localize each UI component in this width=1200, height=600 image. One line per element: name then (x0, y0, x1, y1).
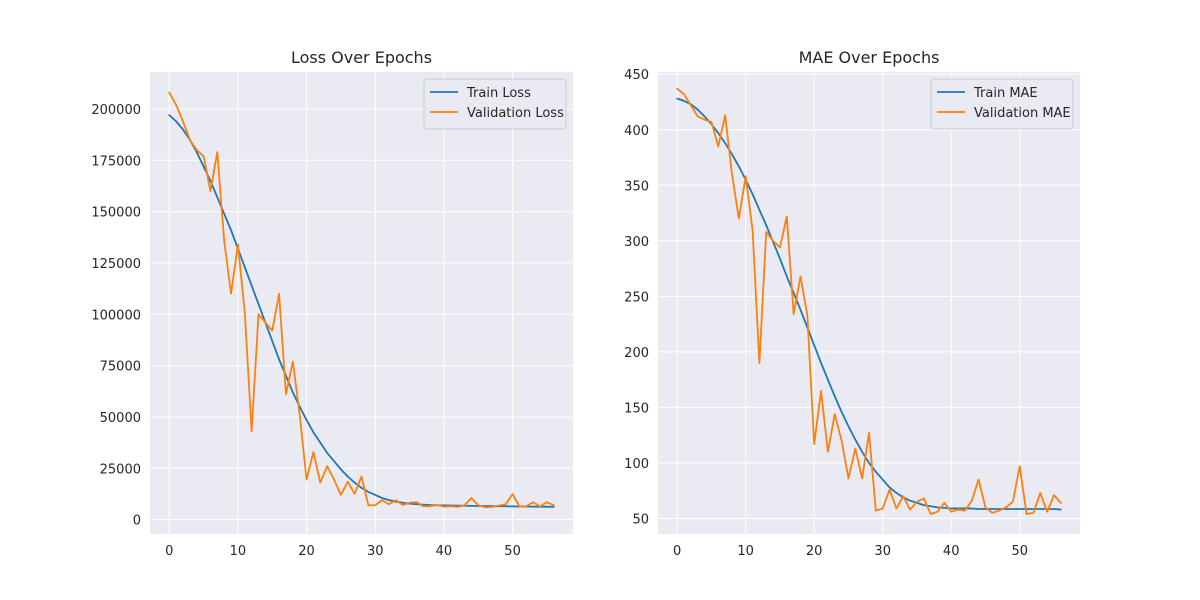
validation-loss-line (168, 91, 555, 509)
loss-x-tick-label: 30 (367, 544, 384, 559)
loss-y-tick-label: 100000 (91, 308, 141, 323)
mae-legend-box (930, 78, 1074, 130)
mae-legend: Train MAE Validation MAE (930, 78, 1074, 130)
mae-y-tick-label: 450 (624, 68, 649, 83)
mae-chart: 0 10 20 30 40 50 50 100 150 200 250 300 350 400 450 MAE… (624, 48, 1080, 559)
loss-plot-area (150, 72, 573, 534)
mae-y-tick-label: 200 (624, 346, 649, 361)
mae-x-tick-label: 10 (737, 544, 754, 559)
loss-x-tick-label: 20 (298, 544, 315, 559)
mae-y-tick-label: 100 (624, 457, 649, 472)
mae-y-tick-label: 300 (624, 235, 649, 250)
loss-x-tick-label: 50 (504, 544, 521, 559)
loss-y-tick-label: 25000 (100, 462, 141, 477)
mae-x-tick-label: 0 (673, 544, 681, 559)
mae-x-tick-label: 30 (874, 544, 891, 559)
loss-x-tick-label: 10 (230, 544, 247, 559)
mae-x-tick-label: 40 (943, 544, 960, 559)
mae-y-tick-label: 150 (624, 401, 649, 416)
mae-y-tick-label: 50 (632, 512, 649, 527)
mae-x-tick-label: 20 (806, 544, 823, 559)
loss-y-tick-label: 200000 (91, 103, 141, 118)
loss-y-tick-label: 50000 (100, 411, 141, 426)
mae-y-tick-label: 250 (624, 290, 649, 305)
loss-y-tick-label: 125000 (91, 257, 141, 272)
train-mae-line (676, 97, 1062, 511)
loss-x-tick-label: 40 (436, 544, 453, 559)
mae-y-tick-label: 350 (624, 179, 649, 194)
validation-mae-legend-label: Validation MAE (974, 106, 1071, 121)
loss-x-tick-label: 0 (165, 544, 173, 559)
loss-chart-title: Loss Over Epochs (291, 48, 432, 67)
loss-chart: 0 10 20 30 40 50 0 25000 50000 75000 100000 125000 1… (91, 48, 573, 559)
loss-y-tick-label: 0 (133, 514, 141, 529)
train-mae-legend-label: Train MAE (973, 86, 1038, 101)
mae-y-tick-label: 400 (624, 124, 649, 139)
loss-y-tick-label: 175000 (91, 154, 141, 169)
train-loss-legend-label: Train Loss (466, 86, 531, 101)
loss-y-tick-label: 150000 (91, 206, 141, 221)
validation-loss-legend-label: Validation Loss (467, 106, 564, 121)
mae-x-tick-label: 50 (1011, 544, 1028, 559)
loss-legend: Train Loss Validation Loss (423, 78, 567, 130)
loss-y-tick-label: 75000 (100, 360, 141, 375)
mae-plot-area (658, 72, 1080, 534)
validation-mae-line (676, 87, 1062, 515)
mae-chart-title: MAE Over Epochs (799, 48, 940, 67)
loss-legend-box (423, 78, 567, 130)
